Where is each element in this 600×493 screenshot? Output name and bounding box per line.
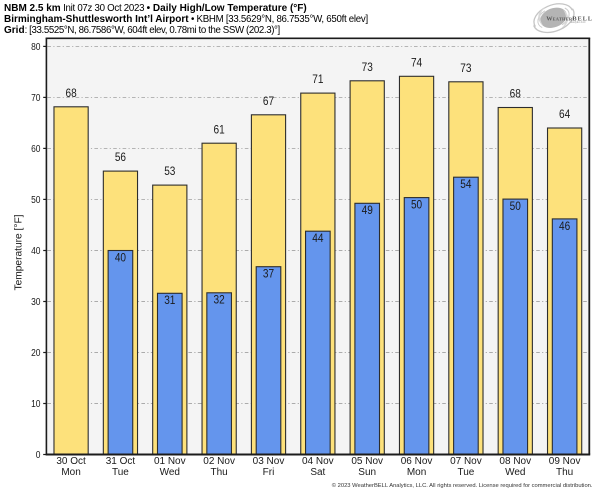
svg-text:20: 20 bbox=[31, 348, 41, 359]
svg-text:68: 68 bbox=[65, 88, 76, 100]
svg-text:Wed: Wed bbox=[160, 467, 180, 478]
svg-text:0: 0 bbox=[36, 450, 41, 461]
svg-text:Tue: Tue bbox=[457, 467, 474, 478]
svg-text:32: 32 bbox=[214, 295, 225, 307]
svg-text:60: 60 bbox=[31, 144, 41, 155]
svg-text:53: 53 bbox=[164, 166, 175, 178]
svg-text:67: 67 bbox=[263, 96, 274, 108]
svg-text:Sun: Sun bbox=[358, 467, 376, 478]
svg-text:74: 74 bbox=[411, 57, 423, 69]
svg-text:31: 31 bbox=[164, 295, 175, 307]
svg-text:50: 50 bbox=[510, 201, 521, 213]
svg-text:61: 61 bbox=[214, 124, 225, 136]
svg-text:68: 68 bbox=[510, 89, 521, 101]
svg-text:08 Nov: 08 Nov bbox=[499, 456, 531, 467]
svg-text:50: 50 bbox=[411, 200, 422, 212]
svg-text:64: 64 bbox=[559, 109, 571, 121]
svg-text:04 Nov: 04 Nov bbox=[302, 456, 334, 467]
svg-text:44: 44 bbox=[312, 233, 324, 245]
svg-text:70: 70 bbox=[31, 93, 41, 104]
svg-text:40: 40 bbox=[115, 252, 126, 264]
svg-text:49: 49 bbox=[362, 205, 373, 217]
svg-text:05 Nov: 05 Nov bbox=[351, 456, 383, 467]
svg-text:Fri: Fri bbox=[263, 467, 275, 478]
svg-text:07 Nov: 07 Nov bbox=[450, 456, 482, 467]
svg-text:56: 56 bbox=[115, 152, 126, 164]
svg-text:09 Nov: 09 Nov bbox=[549, 456, 581, 467]
svg-text:06 Nov: 06 Nov bbox=[401, 456, 433, 467]
svg-text:01 Nov: 01 Nov bbox=[154, 456, 186, 467]
svg-text:37: 37 bbox=[263, 269, 274, 281]
svg-text:Wed: Wed bbox=[505, 467, 525, 478]
svg-text:Mon: Mon bbox=[407, 467, 426, 478]
svg-text:80: 80 bbox=[31, 42, 41, 53]
svg-text:73: 73 bbox=[460, 63, 471, 75]
svg-text:54: 54 bbox=[460, 179, 472, 191]
svg-text:50: 50 bbox=[31, 195, 41, 206]
svg-text:10: 10 bbox=[31, 399, 41, 410]
svg-text:73: 73 bbox=[362, 62, 373, 74]
svg-text:40: 40 bbox=[31, 246, 41, 257]
svg-text:03 Nov: 03 Nov bbox=[253, 456, 285, 467]
svg-text:Tue: Tue bbox=[112, 467, 129, 478]
svg-text:Analytics LLC: Analytics LLC bbox=[571, 21, 587, 24]
svg-text:46: 46 bbox=[559, 221, 570, 233]
svg-text:71: 71 bbox=[312, 74, 323, 86]
svg-text:Thu: Thu bbox=[211, 467, 228, 478]
svg-text:WEATHERBELL: WEATHERBELL bbox=[546, 15, 593, 22]
svg-text:30 Oct: 30 Oct bbox=[56, 456, 86, 467]
svg-text:Thu: Thu bbox=[556, 467, 573, 478]
svg-text:30: 30 bbox=[31, 297, 41, 308]
svg-text:Mon: Mon bbox=[61, 467, 80, 478]
svg-text:Sat: Sat bbox=[310, 467, 325, 478]
svg-text:02 Nov: 02 Nov bbox=[203, 456, 235, 467]
svg-text:Temperature [°F]: Temperature [°F] bbox=[13, 214, 24, 290]
svg-text:31 Oct: 31 Oct bbox=[106, 456, 136, 467]
svg-text:© 2023 WeatherBELL Analytics,: © 2023 WeatherBELL Analytics, LLC. All r… bbox=[332, 482, 593, 489]
